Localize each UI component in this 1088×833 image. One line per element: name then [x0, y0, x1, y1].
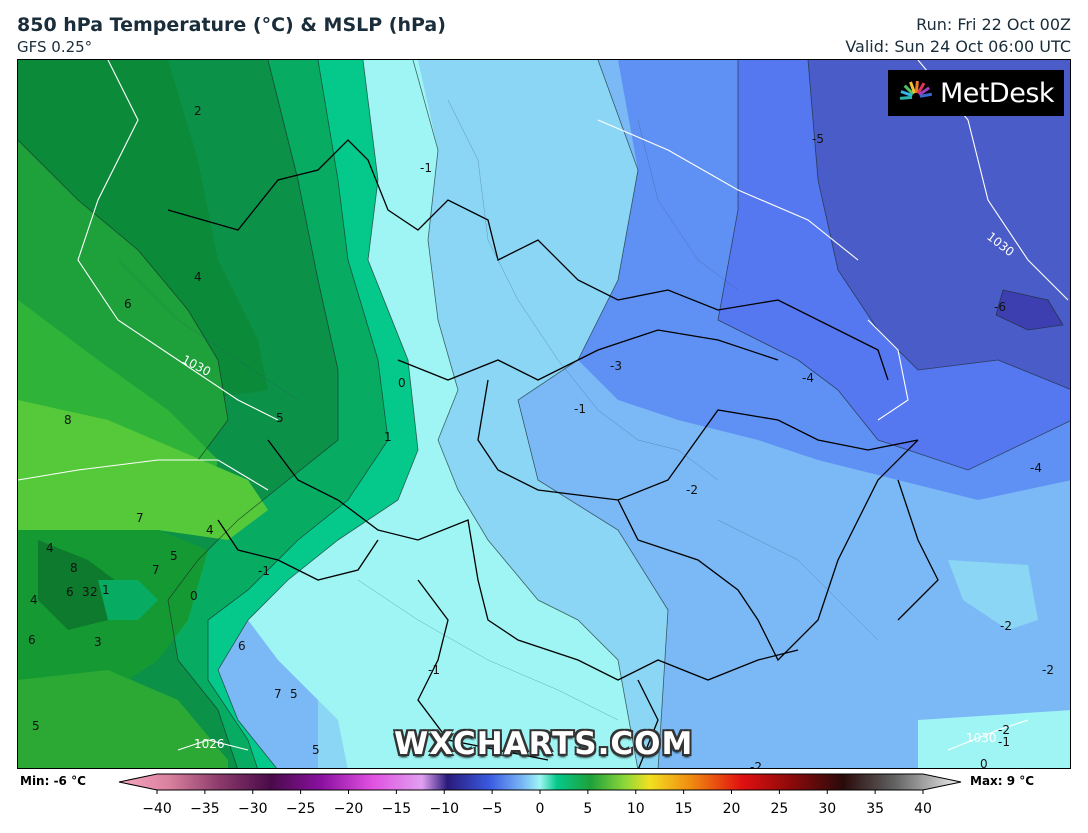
- map-label: -2: [750, 760, 762, 769]
- map-label: 5: [170, 549, 178, 563]
- scale-tick-label: 40: [914, 801, 932, 817]
- map-label: -3: [610, 359, 622, 373]
- header-left: 850 hPa Temperature (°C) & MSLP (hPa) GF…: [17, 12, 446, 56]
- map-label: 6: [66, 585, 74, 599]
- map-label: -1: [258, 564, 270, 578]
- scale-tick-label: 5: [583, 801, 592, 817]
- legend-min: Min: -6 °C: [20, 774, 86, 788]
- map-label: -1: [998, 735, 1010, 749]
- map-label: -2: [1042, 663, 1054, 677]
- map-label: 8: [64, 413, 72, 427]
- scale-tick-label: −20: [334, 801, 364, 817]
- zone-zero: [248, 60, 638, 768]
- map-label: 3: [94, 635, 102, 649]
- map-label: 4: [30, 593, 38, 607]
- zone-alps-valley: [98, 580, 158, 620]
- zone-plus8: [18, 400, 268, 540]
- scale-tick-label: 25: [770, 801, 788, 817]
- map-label: 1: [102, 583, 110, 597]
- scale-tick-label: 0: [536, 801, 545, 817]
- legend-max: Max: 9 °C: [970, 774, 1035, 788]
- map-label: 4: [46, 541, 54, 555]
- map-label: -1: [428, 663, 440, 677]
- map-label: 0: [190, 589, 198, 603]
- scale-tick-label: −10: [429, 801, 459, 817]
- scale-tick-label: −15: [382, 801, 412, 817]
- scale-tick-label: −30: [238, 801, 268, 817]
- isobar-label: 1030: [966, 731, 997, 745]
- map-label: 8: [70, 561, 78, 575]
- chart-title: 850 hPa Temperature (°C) & MSLP (hPa): [17, 14, 446, 36]
- map-label: -6: [994, 300, 1006, 314]
- map-label: 0: [398, 376, 406, 390]
- zone-south: [18, 670, 228, 768]
- map-label: 4: [194, 270, 202, 284]
- isobar-label: 1026: [194, 737, 225, 751]
- map-label: 7: [274, 687, 282, 701]
- map-label: 2: [194, 104, 202, 118]
- map-label: 5: [32, 719, 40, 733]
- map-label: -4: [802, 371, 814, 385]
- watermark: WXCHARTS.COM: [394, 726, 694, 762]
- color-scale: −40 −35 −30 −25 −20 −15 −10 −5 0 5 10 15 20 25 30 35 40: [118, 773, 962, 817]
- map-label: 6: [124, 297, 132, 311]
- country-borders: [167, 139, 939, 768]
- valid-time: Valid: Sun 24 Oct 06:00 UTC: [845, 37, 1071, 56]
- map-label: 7: [136, 511, 144, 525]
- scale-tick-label: −5: [482, 801, 503, 817]
- map-label: -4: [1030, 461, 1042, 475]
- map-label: -1: [574, 402, 586, 416]
- scale-tick-label: −40: [142, 801, 172, 817]
- sunburst-icon: [899, 80, 932, 100]
- zone-east-patch: [948, 560, 1038, 630]
- map-label: 2: [90, 585, 98, 599]
- map-canvas: 2 -1 -5 4 6 -6 -3 -4 0 -1 8 5 1 -4 -2 7 …: [18, 60, 1070, 769]
- weather-map: 2 -1 -5 4 6 -6 -3 -4 0 -1 8 5 1 -4 -2 7 …: [17, 59, 1071, 769]
- map-label: -2: [1000, 619, 1012, 633]
- map-label: 4: [206, 523, 214, 537]
- map-label: 6: [238, 639, 246, 653]
- logo-text: MetDesk: [939, 77, 1055, 109]
- map-label: -1: [420, 161, 432, 175]
- map-label: 3: [82, 585, 90, 599]
- scale-tick-label: 35: [866, 801, 884, 817]
- map-label: 5: [276, 411, 284, 425]
- map-label: 6: [28, 633, 36, 647]
- run-time: Run: Fri 22 Oct 00Z: [916, 15, 1071, 34]
- zone-se-cyan: [918, 710, 1070, 768]
- map-label: -5: [812, 132, 824, 146]
- temperature-contours: [18, 60, 1070, 768]
- scale-tick-label: −35: [190, 801, 220, 817]
- color-scale-ticks: −40 −35 −30 −25 −20 −15 −10 −5 0 5 10 15 20 25 30 35 40: [142, 790, 932, 817]
- rivers: [117, 99, 879, 721]
- map-label: 1: [384, 430, 392, 444]
- scale-tick-label: 30: [818, 801, 836, 817]
- scale-tick-label: −25: [286, 801, 316, 817]
- map-label: 5: [312, 743, 320, 757]
- map-label: 7: [152, 563, 160, 577]
- scale-tick-label: 15: [675, 801, 693, 817]
- scale-tick-label: 20: [723, 801, 741, 817]
- map-label: -2: [998, 723, 1010, 737]
- metdesk-logo: MetDesk: [888, 70, 1064, 116]
- model-name: GFS 0.25°: [17, 38, 93, 56]
- scale-tick-label: 10: [627, 801, 645, 817]
- map-label: 5: [290, 687, 298, 701]
- map-label: 0: [980, 757, 988, 769]
- color-scale-bar: [118, 773, 962, 791]
- map-label: -2: [686, 483, 698, 497]
- header-right: Run: Fri 22 Oct 00Z Valid: Sun 24 Oct 06…: [845, 14, 1071, 58]
